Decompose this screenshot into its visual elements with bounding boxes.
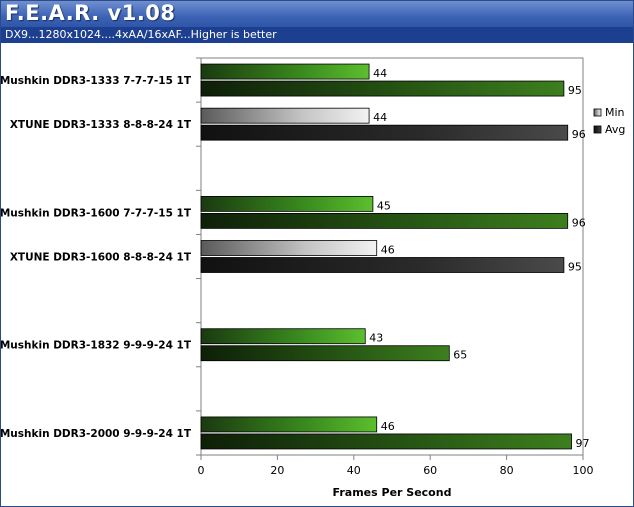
bar-min (200, 195, 374, 212)
data-label: 46 (381, 420, 395, 433)
data-label: 65 (453, 349, 467, 362)
x-tick-label: 60 (423, 464, 437, 477)
data-label: 96 (572, 128, 586, 141)
chart-legend: Min Avg (593, 106, 625, 136)
subtitle-bar: DX9...1280x1024....4xAA/16xAF...Higher i… (1, 27, 633, 43)
chart-axes: 0 20 40 60 80 100 Frames Per Second (196, 57, 594, 499)
category-label: <Mushkin DDR3-1832 9-9-9-24 1T (1, 340, 192, 352)
bar-avg (200, 257, 565, 273)
bar-avg (200, 433, 572, 450)
chart-bars (200, 63, 572, 450)
legend-swatch-avg (593, 125, 602, 134)
data-label: 96 (572, 216, 586, 229)
data-label: 46 (381, 244, 395, 257)
chart-title: F.E.A.R. v1.08 (5, 1, 176, 25)
data-label: 45 (377, 199, 391, 212)
bar-avg (200, 124, 569, 141)
data-label: 43 (369, 332, 383, 345)
category-label: <Mushkin DDR3-1600 7-7-7-15 1T (1, 207, 192, 219)
bar-avg (200, 345, 450, 362)
data-label: 95 (568, 261, 582, 274)
legend-swatch-min (593, 108, 602, 117)
category-label: XTUNE DDR3-1333 8-8-8-24 1T (10, 119, 192, 131)
x-tick-label: 20 (270, 464, 284, 477)
legend-label-avg: Avg (605, 123, 625, 136)
x-tick-label: 0 (198, 464, 205, 477)
title-bar: F.E.A.R. v1.08 (1, 1, 633, 27)
bar-avg (200, 80, 565, 97)
x-tick-label: 100 (573, 464, 594, 477)
category-label: <Mushkin DDR3-1333 7-7-7-15 1T (1, 75, 192, 87)
category-label: <Mushkin DDR3-2000 9-9-9-24 1T (1, 428, 192, 440)
data-label: 95 (568, 84, 582, 97)
bar-min (200, 63, 370, 80)
legend-label-min: Min (605, 106, 625, 119)
bar-avg (200, 212, 569, 229)
chart-labels: <Mushkin DDR3-1333 7-7-7-15 1T 44 95 XTUNE … (1, 67, 590, 450)
x-tick-label: 80 (500, 464, 514, 477)
x-tick-label: 40 (347, 464, 361, 477)
bar-min (200, 328, 366, 345)
data-label: 44 (373, 67, 387, 80)
bar-min (200, 240, 378, 256)
bar-min (200, 107, 370, 124)
data-label: 44 (373, 111, 387, 124)
bar-min (200, 416, 378, 433)
x-axis-title: Frames Per Second (333, 486, 452, 499)
data-label: 97 (576, 437, 590, 450)
chart-subtitle: DX9...1280x1024....4xAA/16xAF...Higher i… (5, 28, 277, 41)
category-label: XTUNE DDR3-1600 8-8-8-24 1T (10, 252, 192, 264)
plot-area-border (200, 57, 584, 456)
